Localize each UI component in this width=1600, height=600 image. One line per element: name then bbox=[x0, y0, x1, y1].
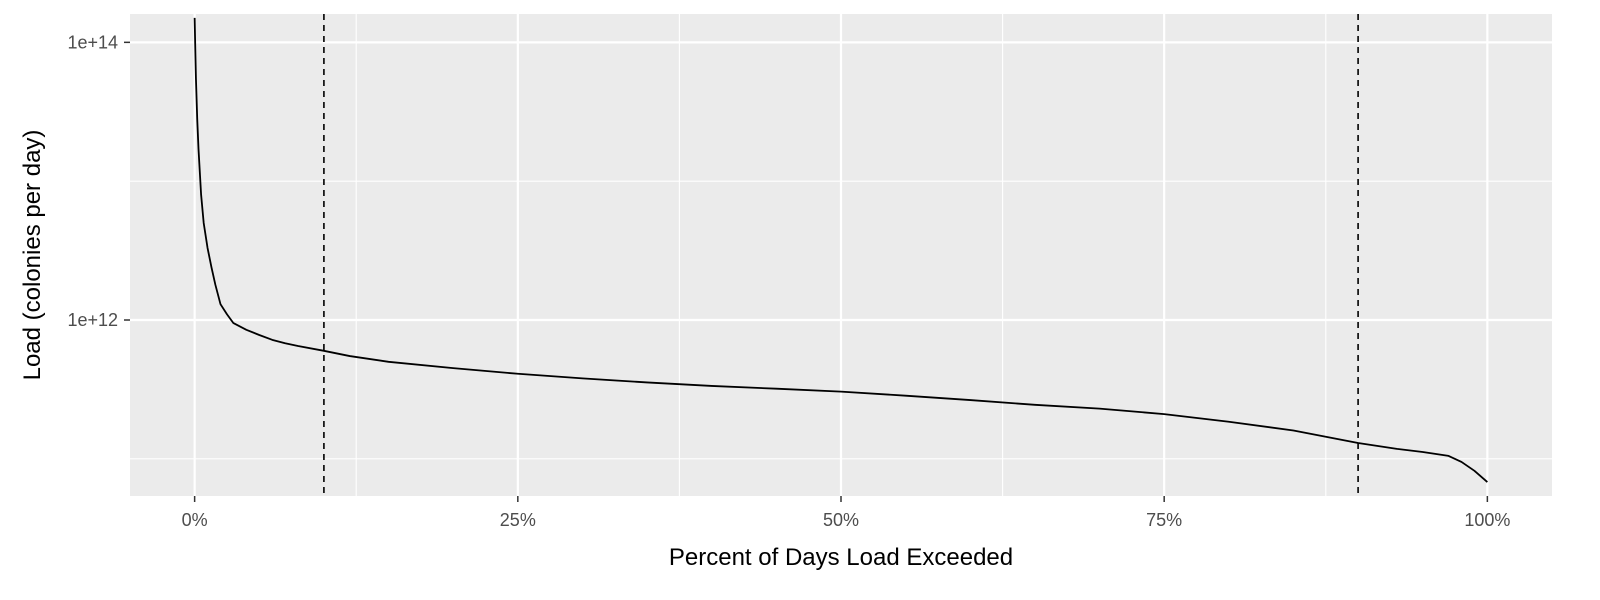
x-axis-title: Percent of Days Load Exceeded bbox=[669, 544, 1013, 571]
y-axis-title: Load (colonies per day) bbox=[19, 130, 46, 381]
x-tick-label: 0% bbox=[182, 510, 208, 530]
y-tick-label: 1e+14 bbox=[67, 32, 118, 52]
x-tick-label: 100% bbox=[1464, 510, 1510, 530]
load-duration-curve bbox=[193, 17, 1488, 483]
x-axis: 0% 25% 50% 75% 100% bbox=[182, 496, 1510, 530]
major-gridlines bbox=[130, 14, 1552, 496]
x-tick-label: 75% bbox=[1146, 510, 1182, 530]
x-tick-label: 50% bbox=[823, 510, 859, 530]
y-tick-label: 1e+12 bbox=[67, 310, 118, 330]
series-group bbox=[193, 17, 1488, 483]
reference-lines bbox=[323, 14, 1359, 496]
x-tick-label: 25% bbox=[500, 510, 536, 530]
y-axis: 1e+14 1e+12 bbox=[67, 32, 130, 330]
